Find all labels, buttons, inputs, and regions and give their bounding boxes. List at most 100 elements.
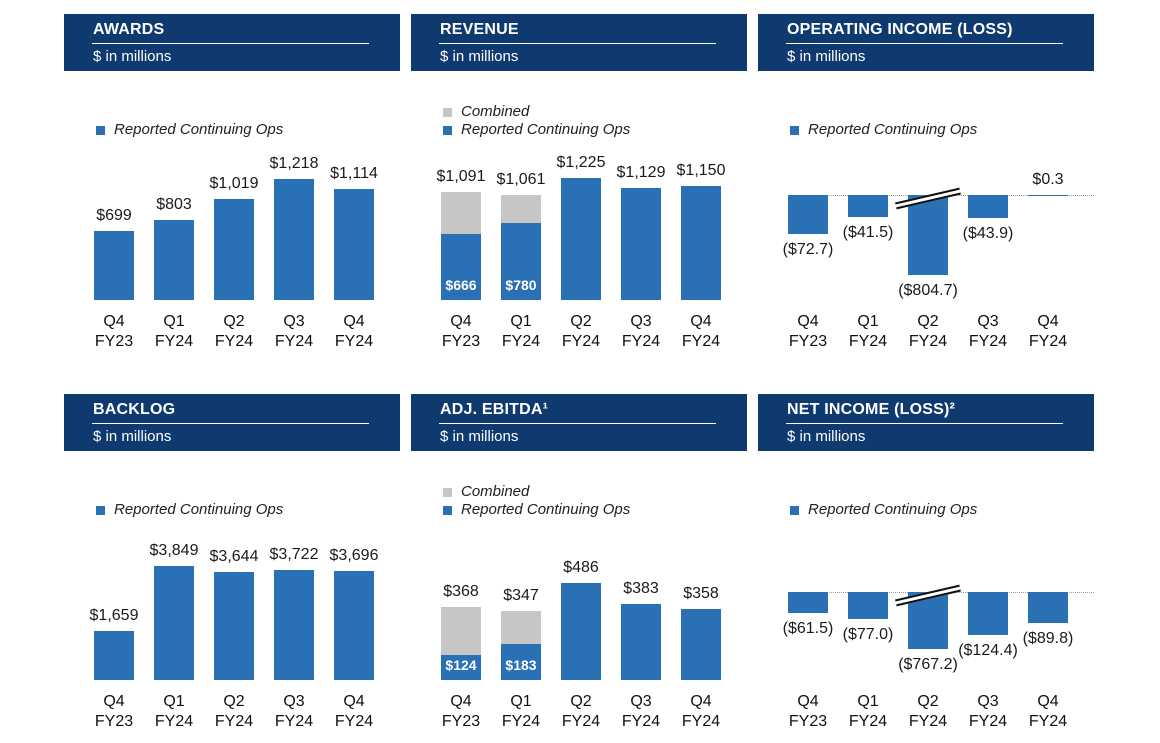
value-label: $803: [156, 196, 192, 214]
bar: [214, 572, 254, 680]
x-tick-label: Q3 FY24: [968, 693, 1008, 730]
panel-subtitle: $ in millions: [787, 48, 866, 65]
x-tick-label: Q2 FY24: [908, 313, 948, 350]
bar: [788, 195, 828, 234]
bar: [441, 233, 481, 300]
bar: [501, 643, 541, 680]
legend-swatch: [443, 488, 452, 497]
legend-label: Reported Continuing Ops: [461, 501, 631, 518]
value-label: ($767.2): [898, 656, 958, 673]
x-tick-label: Q2 FY24: [214, 693, 254, 730]
title-rule: [92, 423, 369, 424]
legend-swatch: [443, 108, 452, 117]
bar: [681, 185, 721, 300]
value-label: ($43.9): [962, 225, 1014, 243]
x-tick-label: Q1 FY24: [154, 693, 194, 730]
panel-title: NET INCOME (LOSS)²: [787, 401, 956, 418]
x-tick-label: Q3 FY24: [968, 313, 1008, 350]
value-label: ($72.7): [782, 240, 834, 258]
panel-subtitle: $ in millions: [440, 428, 519, 445]
value-label: $383: [623, 579, 659, 597]
value-label: $124: [445, 657, 477, 673]
x-tick-label: Q4 FY24: [681, 693, 721, 730]
panel-title: BACKLOG: [93, 401, 176, 418]
title-rule: [786, 423, 1063, 424]
x-tick-label: Q3 FY24: [274, 693, 314, 730]
x-tick-label: Q4 FY23: [441, 313, 481, 350]
title-rule: [92, 43, 369, 44]
bar: [561, 178, 601, 300]
bar: [908, 195, 948, 275]
value-label: $486: [563, 559, 599, 577]
bar: [94, 230, 134, 300]
x-tick-label: Q4 FY23: [94, 693, 134, 730]
value-label: ($61.5): [782, 620, 834, 638]
bar: [94, 630, 134, 680]
bar: [274, 569, 314, 680]
bar: [968, 591, 1008, 635]
value-label: $3,849: [149, 542, 199, 560]
panel-subtitle: $ in millions: [93, 48, 172, 65]
title-rule: [439, 423, 716, 424]
x-tick-label: Q1 FY24: [848, 693, 888, 730]
bar: [621, 187, 661, 300]
x-tick-label: Q1 FY24: [501, 693, 541, 730]
panel-header: [64, 14, 400, 71]
panel-header: [411, 394, 747, 451]
value-label: ($41.5): [842, 224, 894, 242]
bar: [334, 189, 374, 300]
value-label: $1,150: [676, 161, 726, 179]
value-label: $666: [445, 277, 477, 293]
bar: [154, 220, 194, 300]
value-label: $1,061: [496, 170, 546, 188]
value-label: ($804.7): [898, 282, 958, 299]
bar: [274, 179, 314, 300]
x-tick-label: Q4 FY24: [334, 313, 374, 350]
bar: [848, 195, 888, 218]
bar: [848, 591, 888, 619]
x-tick-label: Q4 FY23: [788, 693, 828, 730]
value-label: $3,722: [269, 545, 319, 563]
value-label: $358: [683, 584, 719, 602]
x-tick-label: Q3 FY24: [274, 313, 314, 350]
bar: [441, 655, 481, 680]
panel-title: REVENUE: [440, 21, 519, 38]
value-label: $1,659: [89, 606, 139, 624]
x-tick-label: Q4 FY24: [334, 693, 374, 730]
x-tick-label: Q3 FY24: [621, 693, 661, 730]
x-tick-label: Q2 FY24: [561, 693, 601, 730]
value-label: $1,114: [330, 165, 378, 183]
value-label: $699: [96, 206, 132, 224]
bar: [968, 195, 1008, 219]
value-label: $183: [505, 657, 537, 673]
legend-label: Combined: [461, 483, 530, 500]
legend-swatch: [443, 126, 452, 135]
panel-title: OPERATING INCOME (LOSS): [787, 21, 1013, 38]
panel-header: [411, 14, 747, 71]
x-tick-label: Q4 FY23: [441, 693, 481, 730]
x-tick-label: Q4 FY24: [1028, 313, 1068, 350]
bar: [214, 198, 254, 300]
x-tick-label: Q2 FY24: [561, 313, 601, 350]
panel-subtitle: $ in millions: [93, 428, 172, 445]
bar: [154, 566, 194, 680]
value-label: $1,225: [556, 154, 606, 172]
legend-label: Reported Continuing Ops: [461, 121, 631, 138]
x-tick-label: Q2 FY24: [908, 693, 948, 730]
bar: [334, 570, 374, 680]
panel-header: [64, 394, 400, 451]
title-rule: [786, 43, 1063, 44]
panel-subtitle: $ in millions: [440, 48, 519, 65]
x-tick-label: Q3 FY24: [621, 313, 661, 350]
x-tick-label: Q4 FY23: [788, 313, 828, 350]
legend-swatch: [443, 506, 452, 515]
value-label: $0.3: [1032, 170, 1064, 188]
bar: [501, 222, 541, 300]
x-tick-label: Q1 FY24: [501, 313, 541, 350]
bar: [788, 591, 828, 614]
x-tick-label: Q4 FY24: [681, 313, 721, 350]
value-label: $3,644: [209, 548, 259, 566]
title-rule: [439, 43, 716, 44]
panel-title: ADJ. EBITDA¹: [440, 401, 549, 418]
